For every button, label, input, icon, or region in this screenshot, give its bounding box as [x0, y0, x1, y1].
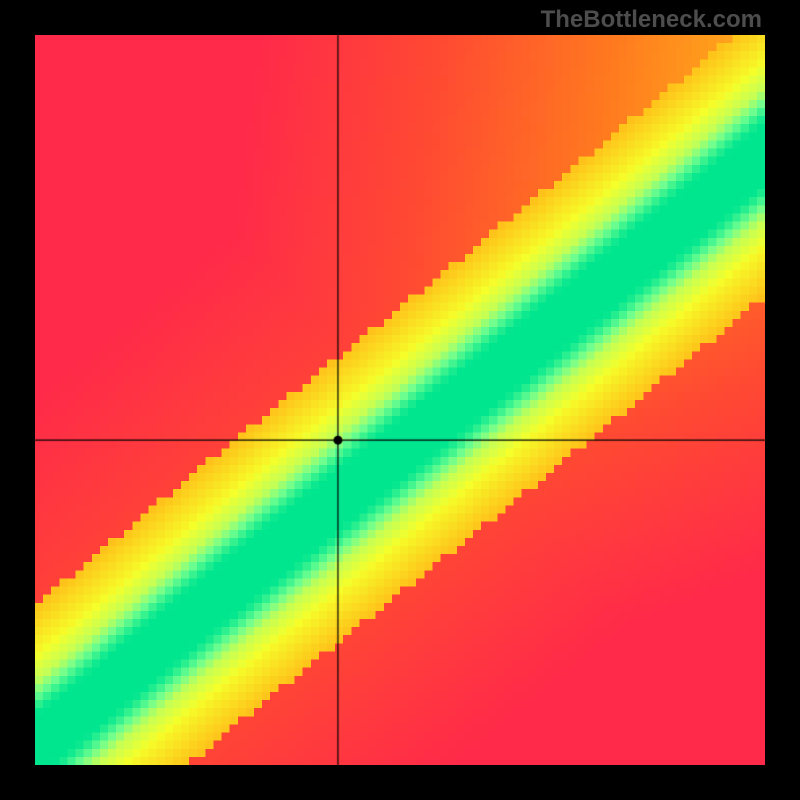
chart-container: TheBottleneck.com [0, 0, 800, 800]
watermark-text: TheBottleneck.com [541, 6, 762, 34]
crosshair-overlay [0, 0, 800, 800]
